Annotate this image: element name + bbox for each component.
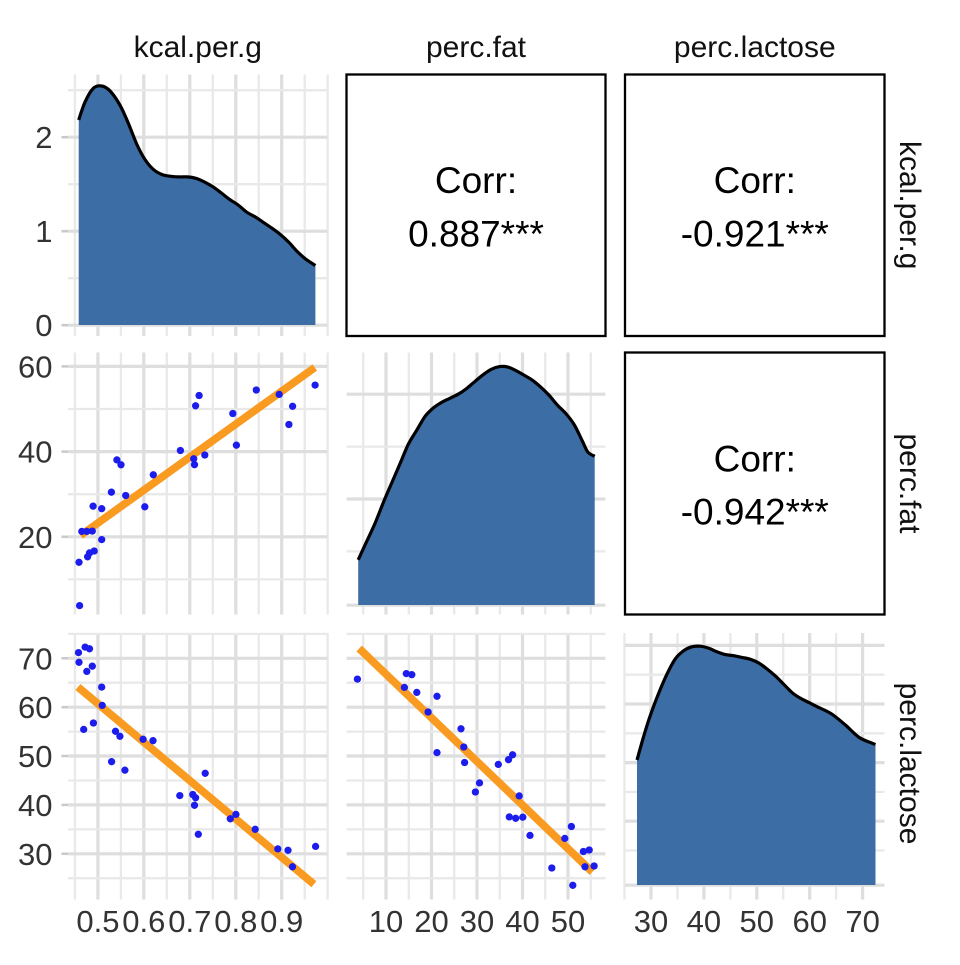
svg-text:-0.921***: -0.921***	[681, 213, 829, 254]
svg-text:kcal.per.g: kcal.per.g	[893, 141, 926, 269]
svg-text:30: 30	[460, 904, 494, 939]
svg-text:perc.fat: perc.fat	[426, 31, 527, 64]
svg-text:Corr:: Corr:	[435, 160, 517, 201]
svg-text:0.887***: 0.887***	[408, 213, 544, 254]
svg-text:Corr:: Corr:	[714, 160, 796, 201]
svg-text:20: 20	[18, 520, 52, 555]
svg-text:Corr:: Corr:	[714, 438, 796, 479]
svg-text:30: 30	[634, 904, 668, 939]
svg-text:70: 70	[18, 641, 52, 676]
svg-text:perc.lactose: perc.lactose	[674, 31, 836, 64]
svg-text:0: 0	[35, 308, 52, 343]
svg-text:50: 50	[551, 904, 585, 939]
svg-text:1: 1	[35, 214, 52, 249]
svg-text:60: 60	[18, 349, 52, 384]
svg-text:60: 60	[18, 690, 52, 725]
svg-text:0.5: 0.5	[76, 904, 119, 939]
svg-text:50: 50	[18, 739, 52, 774]
svg-text:40: 40	[18, 435, 52, 470]
svg-text:40: 40	[687, 904, 721, 939]
svg-text:0.8: 0.8	[214, 904, 257, 939]
svg-text:0.6: 0.6	[122, 904, 165, 939]
svg-text:40: 40	[505, 904, 539, 939]
svg-text:40: 40	[18, 788, 52, 823]
svg-text:2: 2	[35, 120, 52, 155]
svg-text:0.7: 0.7	[168, 904, 211, 939]
svg-text:10: 10	[369, 904, 403, 939]
svg-text:0.9: 0.9	[260, 904, 303, 939]
svg-text:60: 60	[792, 904, 826, 939]
svg-text:perc.lactose: perc.lactose	[893, 683, 926, 845]
svg-text:-0.942***: -0.942***	[681, 492, 829, 533]
svg-text:50: 50	[740, 904, 774, 939]
svg-text:20: 20	[414, 904, 448, 939]
svg-text:perc.fat: perc.fat	[893, 433, 926, 534]
svg-text:30: 30	[18, 837, 52, 872]
svg-text:kcal.per.g: kcal.per.g	[134, 31, 262, 64]
svg-text:70: 70	[845, 904, 879, 939]
